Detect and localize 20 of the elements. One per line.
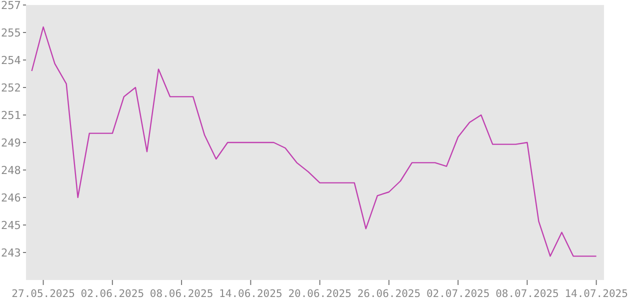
y-tick-label: 248 — [1, 164, 21, 177]
y-tick-label: 245 — [1, 219, 21, 232]
y-tick-label: 246 — [1, 192, 21, 204]
x-tick-label: 08.07.2025 — [496, 288, 559, 300]
x-tick-label: 20.06.2025 — [288, 288, 352, 300]
x-tick-label: 26.06.2025 — [357, 288, 421, 300]
x-tick-label: 08.06.2025 — [150, 288, 214, 300]
line-series — [31, 26, 597, 257]
y-tick-label: 243 — [1, 246, 21, 260]
y-tick-label: 255 — [1, 26, 21, 40]
y-tick-label: 252 — [1, 82, 21, 94]
x-tick-label: 02.06.2025 — [80, 288, 144, 300]
y-tick-label: 249 — [1, 136, 21, 150]
x-tick-label: 27.05.2025 — [12, 288, 75, 300]
x-tick-label: 14.07.2025 — [564, 288, 628, 300]
y-tick-label: 257 — [1, 0, 21, 12]
y-tick-label: 254 — [1, 54, 22, 67]
x-tick-label: 02.07.2025 — [426, 288, 490, 300]
x-tick-label: 14.06.2025 — [219, 288, 282, 300]
y-tick-label: 251 — [1, 109, 21, 122]
